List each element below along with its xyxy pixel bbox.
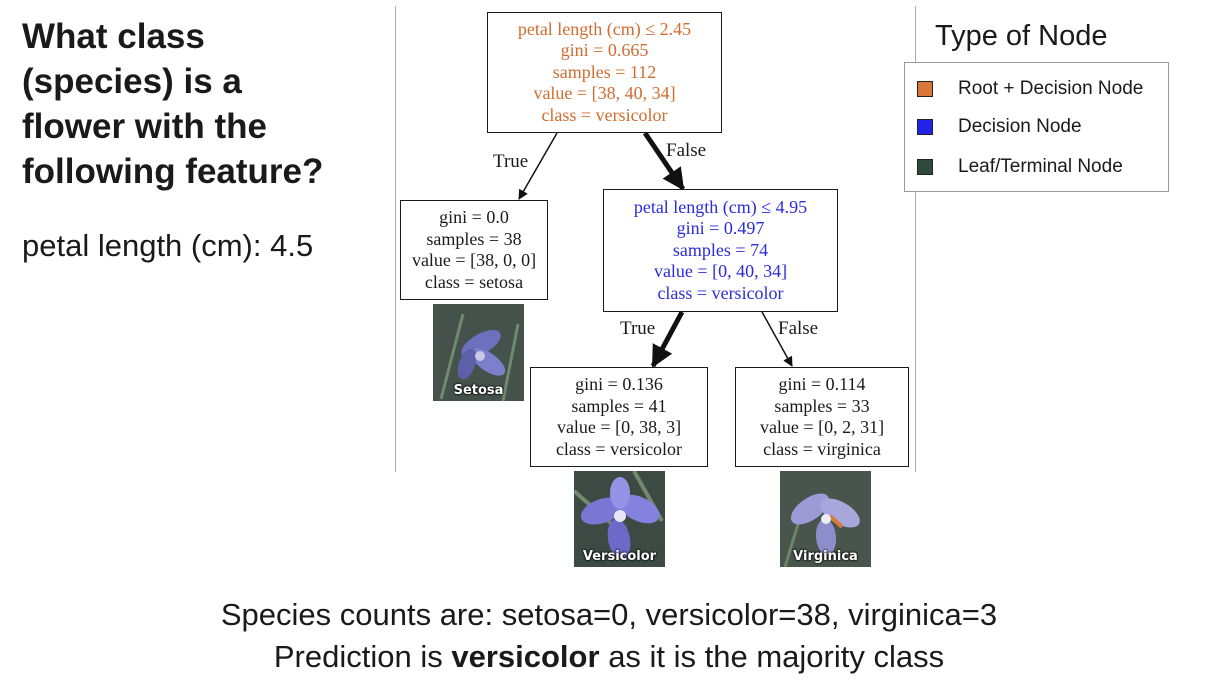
legend-item-leaf: Leaf/Terminal Node [917, 155, 1123, 179]
question-heading: What class (species) is a flower with th… [22, 14, 382, 194]
node-split-rule: petal length (cm) ≤ 2.45 [517, 18, 692, 39]
prediction-class: versicolor [451, 639, 600, 674]
node-samples: samples = 74 [672, 239, 769, 260]
node-gini: gini = 0.114 [778, 374, 866, 394]
prediction-suffix: as it is the majority class [608, 639, 945, 674]
node-samples: samples = 112 [552, 61, 657, 82]
flower-caption: Virginica [793, 549, 858, 564]
legend-title: Type of Node [935, 20, 1108, 52]
node-value: value = [38, 40, 34] [533, 83, 676, 104]
edge-label-true: True [493, 151, 529, 172]
legend-label: Decision Node [958, 116, 1082, 137]
node-gini: gini = 0.665 [560, 40, 649, 61]
node-gini: gini = 0.0 [439, 207, 509, 227]
node-value: value = [0, 40, 34] [653, 261, 788, 282]
prediction-prefix: Prediction is [273, 639, 443, 674]
node-split-rule: petal length (cm) ≤ 4.95 [633, 196, 808, 217]
legend-label: Root + Decision Node [958, 78, 1144, 99]
legend-swatch [917, 81, 933, 97]
question-line: following feature? [22, 152, 324, 191]
virginica-leaf-node: gini = 0.114 samples = 33 value = [0, 2,… [735, 367, 909, 467]
edge-label-false: False [778, 318, 819, 339]
question-line: flower with the [22, 107, 267, 146]
edge-decision-to-versicolor [650, 310, 685, 368]
edge-root-to-setosa [518, 132, 558, 200]
root-node: petal length (cm) ≤ 2.45 gini = 0.665 sa… [487, 12, 722, 133]
versicolor-leaf-node: gini = 0.136 samples = 41 value = [0, 38… [530, 367, 708, 467]
edge-decision-to-virginica [761, 311, 793, 367]
node-value: value = [0, 2, 31] [759, 417, 885, 437]
node-class: class = versicolor [555, 438, 683, 459]
flower-caption: Versicolor [582, 549, 657, 564]
edge-root-to-decision [642, 131, 686, 191]
node-samples: samples = 38 [426, 228, 522, 249]
tree-panel-left-border [395, 6, 396, 472]
question-line: What class [22, 17, 205, 56]
node-class: class = setosa [424, 271, 524, 292]
species-counts-text: Species counts are: setosa=0, versicolor… [220, 597, 998, 632]
virginica-flower-image: Virginica [780, 471, 871, 567]
iris-flower-icon [780, 471, 871, 567]
legend: Root + Decision Node Decision Node Leaf/… [904, 62, 1169, 192]
node-class: class = virginica [763, 438, 881, 459]
setosa-flower-image: Setosa [433, 304, 524, 401]
node-gini: gini = 0.497 [676, 218, 765, 239]
tree-panel-right-border [915, 6, 916, 472]
legend-label: Leaf/Terminal Node [958, 156, 1123, 177]
legend-swatch [917, 159, 933, 175]
edge-label-false: False [666, 140, 707, 161]
node-class: class = versicolor [541, 104, 668, 125]
node-gini: gini = 0.136 [575, 374, 663, 394]
prediction-text: Prediction is versicolor as it is the ma… [0, 639, 1218, 675]
node-value: value = [0, 38, 3] [556, 417, 682, 437]
iris-flower-icon [574, 471, 665, 567]
node-class: class = versicolor [657, 282, 784, 303]
decision-node: petal length (cm) ≤ 4.95 gini = 0.497 sa… [603, 189, 838, 312]
question-line: (species) is a [22, 62, 242, 101]
node-value: value = [38, 0, 0] [411, 250, 537, 270]
node-samples: samples = 41 [571, 395, 667, 416]
legend-item-root: Root + Decision Node [917, 77, 1143, 101]
versicolor-flower-image: Versicolor [574, 471, 665, 567]
edge-label-true: True [620, 318, 656, 339]
legend-item-decision: Decision Node [917, 115, 1082, 139]
legend-swatch [917, 119, 933, 135]
flower-caption: Setosa [453, 383, 504, 398]
iris-flower-icon [433, 304, 524, 401]
feature-value: petal length (cm): 4.5 [22, 228, 314, 263]
setosa-leaf-node: gini = 0.0 samples = 38 value = [38, 0, … [400, 200, 548, 300]
node-samples: samples = 33 [774, 395, 870, 416]
